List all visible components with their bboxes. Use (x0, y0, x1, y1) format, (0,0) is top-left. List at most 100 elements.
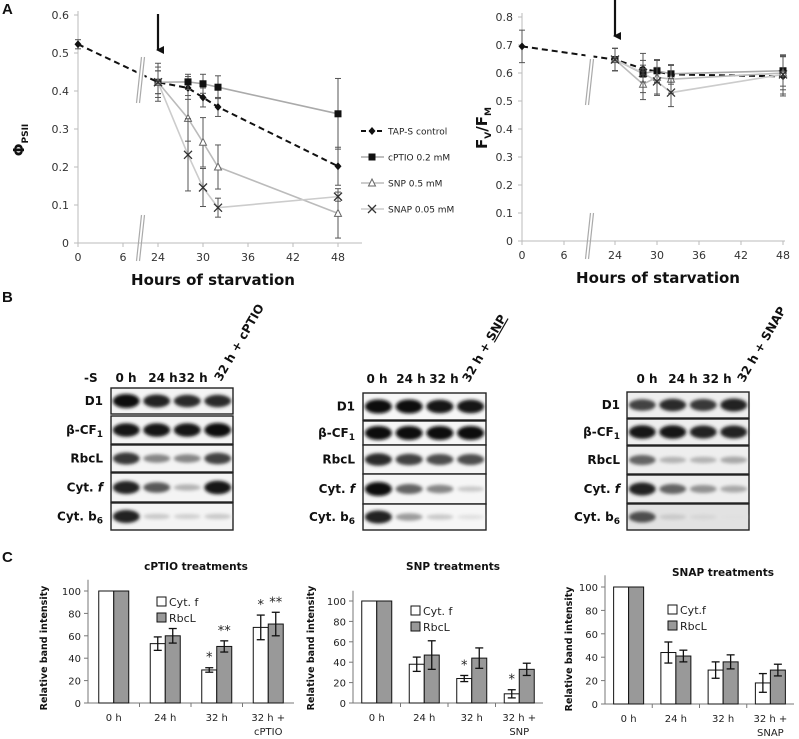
legend-label: cPTIO 0.2 mM (388, 154, 450, 164)
protein-band (364, 426, 392, 440)
axis-break-mark (587, 212, 595, 260)
protein-band (204, 423, 232, 437)
x-axis-label: Hours of starvation (131, 271, 295, 289)
row-label-subscript: 1 (349, 433, 355, 443)
y-axis-label: Relative band intensity (306, 585, 317, 710)
x-tick-label: 0 h (369, 713, 385, 724)
row-label-text: RbcL (587, 453, 620, 467)
row-label-text: Cyt. b (309, 510, 349, 524)
protein-band (659, 514, 687, 520)
protein-band (173, 394, 201, 408)
y-tick-label: 80 (68, 609, 81, 620)
protein-band (720, 398, 748, 412)
lane-label: 24 h (668, 372, 697, 386)
row-label-text: D1 (85, 394, 103, 408)
protein-band (364, 482, 392, 496)
significance-marker: ** (269, 595, 283, 610)
row-label-text: β-CF (66, 423, 97, 437)
y-tick-label: 0 (340, 699, 346, 710)
y-tick-label: 0.5 (496, 95, 514, 108)
y-tick-label: 0 (62, 237, 69, 250)
y-tick-label: 0.3 (52, 123, 70, 136)
fv-fm-chart: 0 0.1 0.2 0.3 0.4 0.5 0.6 0.7 0.8 0 6 24 30 36 42 48 Hou… (473, 0, 790, 287)
row-label-subscript: 6 (97, 517, 103, 527)
lane-label-rotated-text: 32 h + (459, 336, 495, 384)
x-tick-label: 32 h + (502, 713, 536, 724)
row-label-subscript: 1 (614, 432, 620, 442)
lane-label: 0 h (636, 372, 657, 386)
protein-band (112, 510, 140, 523)
data-point (334, 110, 342, 118)
protein-band (395, 426, 423, 440)
legend-swatch (156, 596, 167, 607)
blot-cptio: -S 0 h 24 h 32 h 32 h + cPTIO D1 β-CF1 RbcL Cyt.… (57, 302, 267, 531)
protein-band (659, 425, 687, 439)
snp-bar-chart: 0 20 40 60 80 100 SNP treatments Relative band … (306, 561, 543, 738)
panel-label-c: C (2, 549, 13, 566)
x-tick-label: 32 h + (753, 714, 787, 725)
legend-label: Cyt. f (423, 605, 453, 618)
data-point (214, 83, 222, 91)
y-tick-label: 60 (68, 632, 81, 643)
x-axis-label: Hours of starvation (576, 269, 740, 287)
x-tick-label: 30 (650, 249, 664, 262)
data-point (652, 76, 662, 86)
legend-label: SNP 0.5 mM (388, 180, 442, 190)
protein-band (659, 456, 687, 464)
row-label-text: Cyt. (67, 481, 98, 495)
x-tick-label: 36 (241, 251, 255, 264)
row-label-subscript: 6 (349, 517, 355, 527)
series-line-0 (77, 43, 339, 168)
data-point (778, 69, 788, 79)
x-tick-label: 42 (286, 251, 300, 264)
axis-break-mark (135, 214, 143, 262)
protein-band (689, 399, 717, 411)
y-axis-label-sub: V (484, 132, 494, 139)
series-line-0 (521, 45, 784, 78)
protein-band (659, 398, 687, 412)
bar-rbcl (628, 586, 645, 705)
data-point (638, 68, 648, 78)
x-tick-label: 24 h (154, 713, 176, 724)
row-label: β-CF1 (583, 425, 620, 442)
protein-band (143, 513, 171, 520)
protein-band (204, 513, 232, 520)
y-tick-label: 40 (68, 654, 81, 665)
row-label: Cyt. b6 (309, 510, 355, 527)
protein-band (457, 486, 485, 492)
y-tick-label: 0.1 (496, 207, 514, 220)
data-point (74, 40, 82, 49)
legend-swatch (410, 621, 421, 632)
legend-swatch (410, 605, 421, 616)
row-label-text: β-CF (318, 426, 349, 440)
condition-label: -S (84, 371, 98, 385)
legend-label: Cyt.f (680, 604, 707, 617)
row-label-text: D1 (602, 398, 620, 412)
protein-band (204, 394, 232, 408)
y-tick-label: 0.4 (496, 123, 514, 136)
protein-band (364, 510, 392, 524)
panel-label-a: A (2, 1, 13, 18)
y-tick-label: 0.4 (52, 85, 70, 98)
row-label: RbcL (322, 453, 355, 467)
data-point (333, 192, 343, 202)
protein-band (628, 455, 656, 465)
axis-break-mark (138, 214, 146, 262)
row-label: Cyt. b6 (574, 510, 620, 527)
lane-label-rotated-text: 32 h + cPTIO (211, 302, 266, 384)
axis-break-mask (585, 47, 594, 102)
row-label-text: β-CF (583, 425, 614, 439)
row-label-italic: f (350, 482, 357, 496)
protein-band (720, 514, 748, 520)
x-tick-label: 42 (734, 249, 748, 262)
bar-rbcl (675, 655, 692, 705)
protein-band (173, 484, 201, 491)
legend-marker (367, 177, 377, 187)
y-axis-label: Relative band intensity (39, 585, 50, 710)
y-tick-label: 60 (333, 638, 346, 649)
panel-label-b: B (2, 289, 13, 306)
row-label-text: RbcL (322, 453, 355, 467)
protein-band (628, 425, 656, 439)
